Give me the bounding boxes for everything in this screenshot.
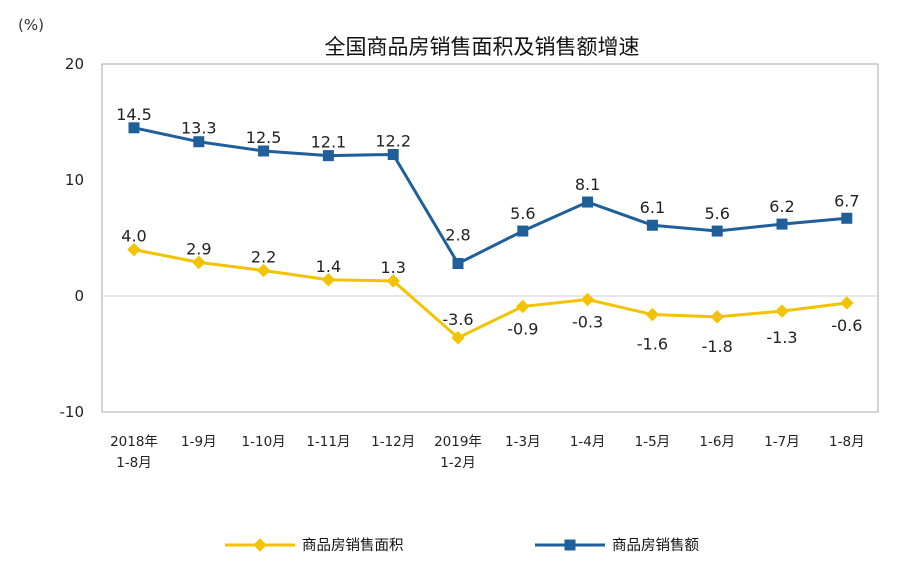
data-point-marker (192, 255, 206, 270)
x-tick-label: 1-7月 (764, 434, 800, 450)
data-label: -0.3 (572, 312, 603, 331)
legend: 商品房销售面积 商品房销售额 (225, 537, 699, 554)
data-point-marker (193, 136, 205, 148)
data-label: 6.1 (640, 198, 665, 217)
data-label: 12.5 (246, 128, 282, 147)
x-tick-label: 1-4月 (570, 434, 606, 450)
data-point-marker (711, 225, 723, 237)
data-point-marker (580, 292, 595, 307)
series-layer: 14.5 13.3 12.5 12.1 12.2 2.8 5.6 8.1 6.1 5.6 6.2 6.… (116, 105, 862, 356)
data-point-marker (775, 304, 789, 318)
data-point-marker (387, 148, 399, 160)
x-tick-label: 1-5月 (635, 434, 671, 450)
data-label: 5.6 (704, 204, 729, 223)
y-axis: -10 0 10 20 (60, 55, 85, 421)
data-label: 6.2 (769, 197, 794, 216)
data-point-marker (582, 196, 594, 208)
data-label: 2.2 (251, 247, 276, 266)
series-line (132, 126, 849, 266)
x-tick-label: 1-10月 (242, 434, 286, 450)
data-point-marker (258, 145, 270, 157)
data-label: 12.1 (311, 133, 347, 152)
data-point-marker (710, 310, 724, 324)
data-point-marker (128, 122, 140, 134)
legend-label: 商品房销售面积 (302, 537, 404, 554)
x-tick-label: 1-8月 (829, 434, 865, 450)
chart-title: 全国商品房销售面积及销售额增速 (325, 35, 640, 59)
data-point-marker (452, 258, 464, 270)
sales-area-series: 4.0 2.9 2.2 1.4 1.3 -3.6 -0.9 -0.3 -1.6 -1.8 -1.3 -… (121, 227, 862, 356)
data-point-marker (564, 539, 576, 551)
data-point-marker (256, 263, 271, 278)
data-point-marker (127, 242, 141, 257)
data-label: -1.8 (702, 337, 733, 356)
data-label: 13.3 (181, 119, 217, 138)
data-label: 1.4 (316, 257, 341, 276)
data-point-marker (321, 273, 336, 287)
data-label: 12.2 (375, 131, 411, 150)
x-tick-label: 1-11月 (306, 434, 350, 450)
x-tick-label: 2019年 (434, 434, 482, 450)
data-point-marker (840, 296, 854, 310)
data-point-marker (516, 299, 530, 314)
data-label: 2.9 (186, 239, 211, 258)
data-point-marker (322, 150, 334, 162)
x-tick-label: 1-12月 (371, 434, 415, 450)
data-point-marker (253, 538, 267, 552)
x-tick-label: 1-3月 (505, 434, 541, 450)
data-label: 6.7 (834, 191, 859, 210)
data-label: -0.6 (831, 316, 862, 335)
y-tick-label: 10 (65, 171, 84, 189)
legend-item-sales-amount: 商品房销售额 (535, 537, 699, 554)
series-line (132, 248, 849, 340)
x-tick-label: 2018年 (110, 434, 158, 450)
x-tick-label: 1-6月 (699, 434, 735, 450)
data-label: -1.6 (637, 335, 668, 354)
x-tick-label: 1-9月 (181, 434, 217, 450)
plot-area (101, 63, 879, 413)
data-point-marker (645, 307, 660, 322)
x-tick-label: 1-2月 (440, 455, 476, 471)
plot-frame (101, 63, 879, 413)
data-point-marker (451, 331, 465, 345)
legend-label: 商品房销售额 (612, 537, 699, 554)
data-label: -0.9 (507, 319, 538, 338)
data-label: 8.1 (575, 175, 600, 194)
data-point-marker (776, 218, 788, 230)
sales-amount-series: 14.5 13.3 12.5 12.1 12.2 2.8 5.6 8.1 6.1 5.6 6.2 6.… (116, 105, 860, 270)
x-tick-label: 1-8月 (116, 455, 152, 471)
y-tick-label: 0 (74, 287, 84, 305)
data-label: 5.6 (510, 204, 535, 223)
data-point-marker (841, 212, 853, 224)
y-tick-label: -10 (60, 403, 85, 421)
data-point-marker (646, 219, 658, 231)
data-point-marker (517, 225, 529, 237)
data-label: -3.6 (442, 310, 473, 329)
data-label: -1.3 (766, 328, 797, 347)
legend-item-sales-area: 商品房销售面积 (225, 537, 404, 554)
data-label: 14.5 (116, 105, 152, 124)
y-tick-label: 20 (65, 55, 84, 73)
x-axis: 2018年 1-8月 1-9月 1-10月 1-11月 1-12月 2019年 1-2月 1-3… (110, 434, 865, 471)
data-point-marker (386, 274, 400, 288)
data-label: 2.8 (445, 226, 470, 245)
data-label: 4.0 (121, 227, 146, 246)
data-label: 1.3 (380, 258, 405, 277)
y-axis-unit-label: (%) (18, 16, 44, 34)
